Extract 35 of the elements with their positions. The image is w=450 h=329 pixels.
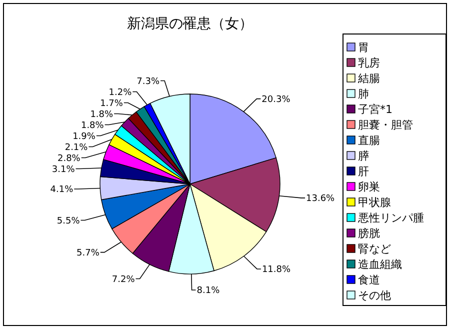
data-label: 7.2% [112, 274, 136, 285]
legend-label: 結腸 [357, 72, 380, 86]
legend-label: 肺 [358, 88, 369, 101]
data-label: 2.8% [57, 154, 81, 164]
legend-label: 悪性リンパ腫 [357, 212, 424, 225]
legend-label: 胃 [358, 41, 369, 54]
data-label: 11.8% [262, 265, 292, 276]
legend-label: その他 [358, 289, 391, 302]
legend-label: 膵 [358, 150, 369, 163]
data-label: 2.1% [64, 142, 88, 153]
data-label: 1.8% [90, 110, 114, 120]
data-label: 13.6% [306, 194, 336, 204]
legend-label: 胆嚢・胆管 [358, 118, 413, 132]
legend-label: 腎など [358, 242, 391, 256]
data-label: 4.1% [50, 185, 74, 196]
legend-label: 直腸 [358, 134, 380, 148]
chart-title: 新潟県の罹患（女） [127, 16, 253, 32]
data-label: 8.1% [196, 286, 220, 296]
data-label: 1.8% [80, 120, 104, 131]
data-label: 7.3% [136, 76, 160, 87]
data-label: 1.9% [72, 132, 96, 142]
legend-label: 卵巣 [358, 180, 380, 194]
legend-label: 甲状腺 [358, 196, 391, 210]
legend-label: 乳房 [358, 56, 380, 70]
data-label: 1.2% [108, 88, 132, 98]
legend-label: 食道 [358, 274, 380, 287]
data-label: 1.7% [100, 98, 124, 109]
data-label: 3.1% [52, 164, 76, 175]
legend-label: 子宮*1 [358, 103, 392, 116]
data-label: 5.7% [76, 248, 100, 258]
data-label: 20.3% [262, 94, 291, 105]
legend-label: 造血組織 [358, 258, 402, 272]
legend-label: 膀胱 [358, 227, 380, 240]
data-label: 5.5% [56, 216, 80, 226]
legend-label: 肝 [358, 165, 369, 178]
